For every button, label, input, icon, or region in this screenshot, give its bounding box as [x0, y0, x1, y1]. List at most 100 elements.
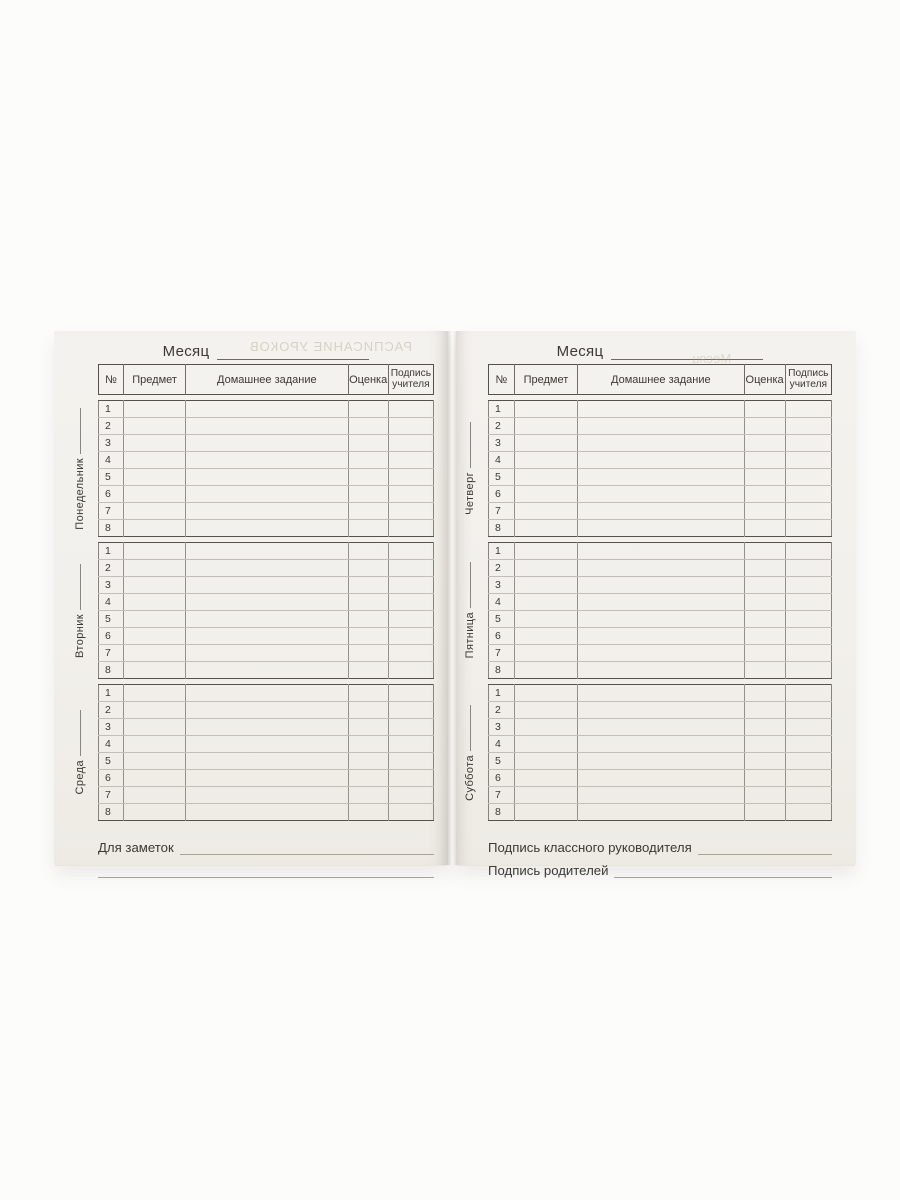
lesson-row: 5 [488, 752, 832, 770]
homework-cell [577, 752, 745, 770]
homework-cell [185, 593, 349, 611]
subject-cell [123, 644, 186, 662]
signature-cell [387, 400, 434, 418]
day-block-saturday: Суббота 1 2 3 4 5 6 7 8 [464, 684, 832, 821]
signature-cell [784, 576, 832, 594]
lesson-row: 7 [488, 502, 832, 520]
lesson-row: 4 [98, 451, 434, 469]
subject-cell [123, 786, 186, 804]
subject-cell [513, 769, 578, 787]
header-row: № Предмет Домашнее задание Оценка Подпис… [489, 364, 832, 395]
homework-cell [577, 718, 745, 736]
homework-cell [577, 417, 745, 435]
lessons-table: 1 2 3 4 5 6 7 8 [98, 542, 434, 679]
homework-cell [185, 803, 349, 821]
lesson-row: 2 [488, 559, 832, 577]
day-label-wednesday: Среда [67, 684, 93, 821]
subject-cell [513, 519, 578, 537]
lesson-number: 3 [98, 434, 124, 452]
open-diary-spread: РАСПИСАНИЕ УРОКОВ Месяц № Предмет Домашн… [54, 331, 856, 878]
signature-cell [387, 627, 434, 645]
lesson-number: 1 [98, 684, 124, 702]
lesson-row: 2 [98, 701, 434, 719]
subject-cell [123, 519, 186, 537]
day-tick-line [469, 704, 471, 751]
homework-cell [577, 769, 745, 787]
col-header-num: № [495, 373, 508, 386]
grade-cell [347, 468, 389, 486]
lesson-row: 6 [98, 769, 434, 787]
signature-cell [387, 661, 434, 679]
homework-cell [577, 559, 745, 577]
signature-cell [784, 661, 832, 679]
right-page: Месяц Месяц № Предмет Домашнее задание О… [456, 331, 856, 878]
subject-cell [123, 718, 186, 736]
lesson-number: 8 [105, 522, 111, 534]
signature-cell [387, 684, 434, 702]
col-header-grade: Оценка [347, 364, 389, 395]
grade-cell [347, 451, 389, 469]
day-block-monday: Понедельник 1 2 3 4 5 6 7 8 [74, 400, 434, 537]
lesson-number: 1 [98, 542, 124, 560]
lesson-row: 6 [98, 485, 434, 503]
lesson-row: 4 [488, 451, 832, 469]
lesson-row: 1 [98, 400, 434, 418]
subject-cell [123, 661, 186, 679]
day-tick-line [79, 563, 81, 610]
homework-cell [577, 485, 745, 503]
month-row: Месяц [488, 338, 832, 360]
homework-cell [577, 803, 745, 821]
class-teacher-signature-line [697, 840, 832, 855]
signature-cell [387, 559, 434, 577]
grade-cell [743, 559, 786, 577]
signature-header-line2: учителя [789, 378, 828, 390]
left-page-footer: Для заметок [98, 834, 434, 878]
homework-cell [577, 468, 745, 486]
header-row: № Предмет Домашнее задание Оценка Подпис… [99, 364, 434, 395]
day-tick-line [79, 407, 81, 454]
lesson-row: 8 [489, 661, 832, 679]
homework-cell [185, 610, 349, 628]
lesson-number: 5 [488, 468, 515, 486]
homework-cell [185, 451, 349, 469]
lesson-row: 6 [488, 769, 832, 787]
class-teacher-signature-row: Подпись классного руководителя [488, 834, 832, 855]
signature-cell [387, 644, 434, 662]
homework-cell [185, 786, 349, 804]
lesson-row: 8 [489, 803, 832, 821]
grade-cell [347, 417, 389, 435]
notes-label: Для заметок [98, 840, 174, 855]
lesson-row: 4 [488, 735, 832, 753]
lesson-number: 5 [98, 468, 124, 486]
homework-cell [577, 735, 745, 753]
col-header-homework: Домашнее задание [185, 364, 349, 395]
subject-cell [123, 468, 186, 486]
lesson-number: 8 [495, 522, 501, 534]
lesson-number: 6 [488, 485, 515, 503]
signature-header-line2: учителя [392, 378, 430, 390]
homework-cell [577, 502, 745, 520]
lesson-row: 1 [488, 542, 832, 560]
lesson-number: 7 [488, 786, 515, 804]
signature-cell [387, 701, 434, 719]
signature-cell [784, 542, 832, 560]
signature-cell [387, 576, 434, 594]
signature-cell [387, 752, 434, 770]
signature-cell [387, 542, 434, 560]
homework-cell [185, 661, 349, 679]
homework-cell [577, 519, 745, 537]
grade-cell [743, 434, 786, 452]
day-label-thursday: Четверг [457, 400, 483, 537]
homework-cell [577, 786, 745, 804]
subject-cell [123, 684, 186, 702]
subject-cell [123, 417, 186, 435]
lesson-number: 1 [488, 400, 515, 418]
lesson-number: 3 [98, 576, 124, 594]
lesson-number: 8 [105, 806, 111, 818]
subject-cell [513, 468, 578, 486]
lesson-row: 3 [488, 718, 832, 736]
signature-cell [784, 701, 832, 719]
signature-cell [387, 434, 434, 452]
signature-cell [784, 400, 832, 418]
grade-cell [743, 735, 786, 753]
